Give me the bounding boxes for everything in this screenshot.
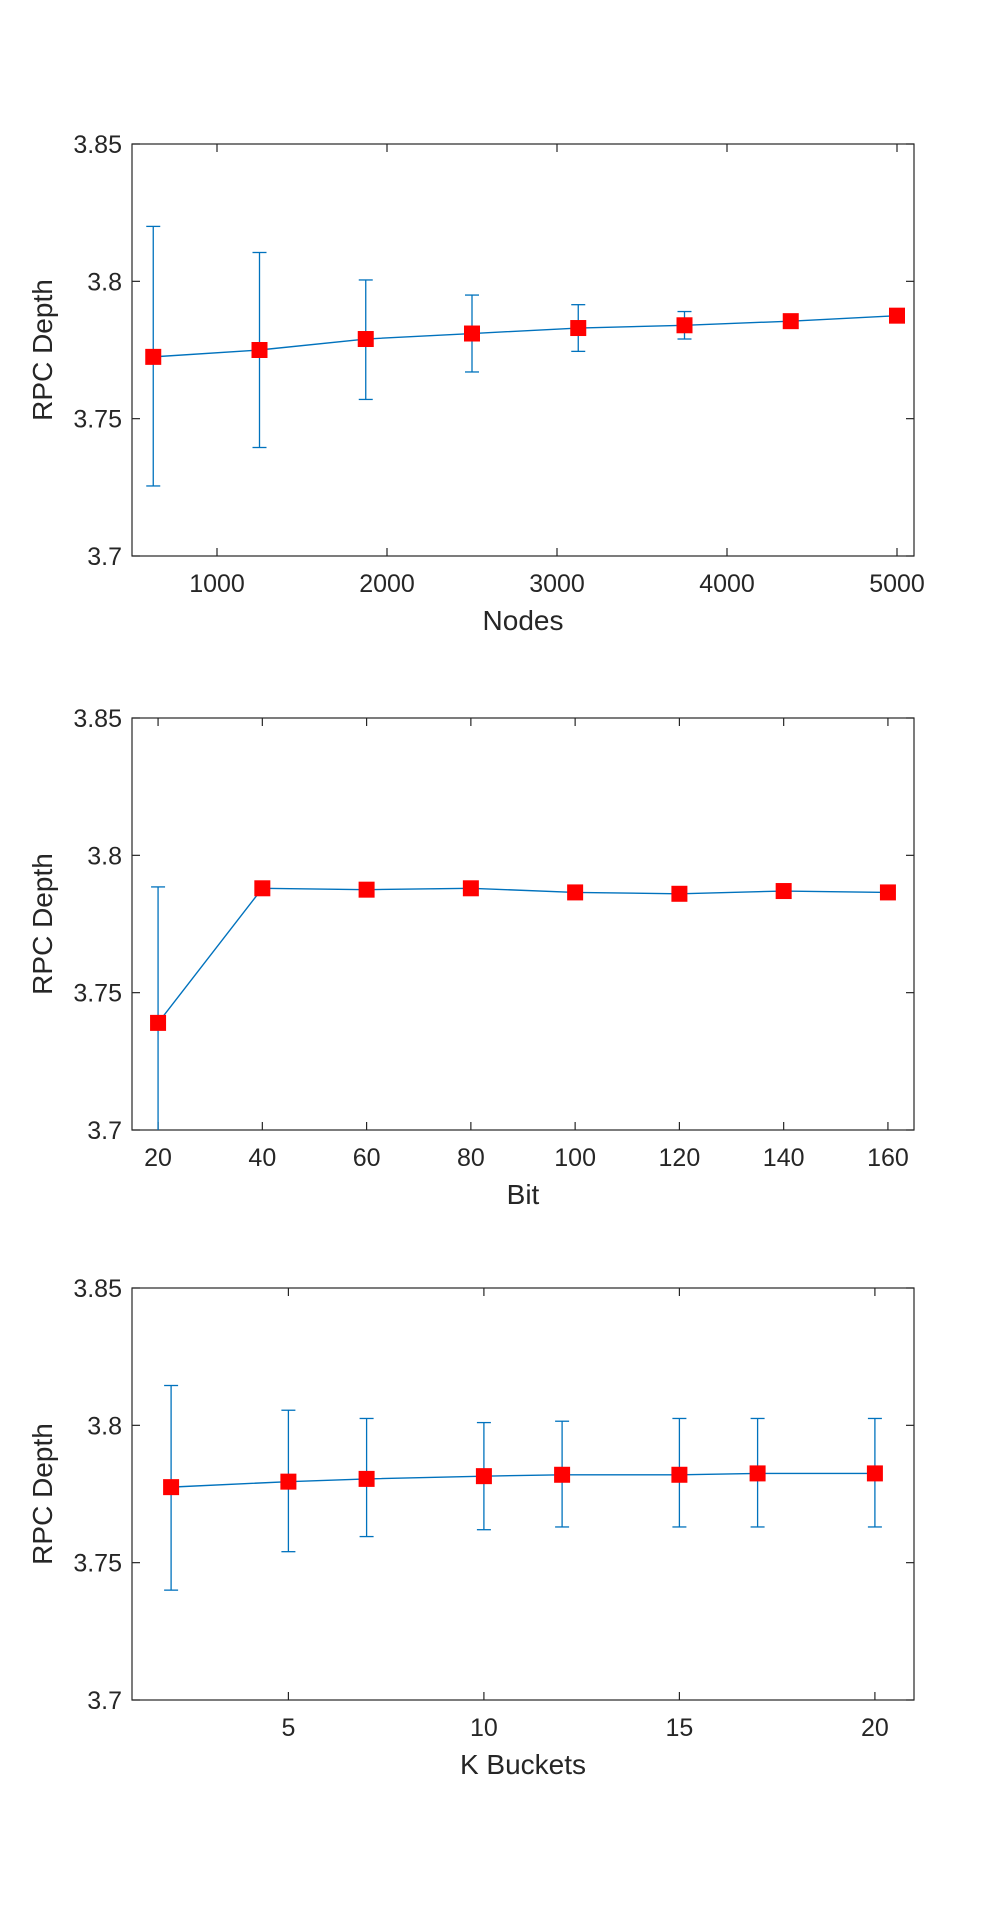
x-tick-label: 15: [665, 1714, 693, 1742]
data-point: [782, 313, 799, 330]
x-tick-label: 60: [353, 1144, 381, 1172]
series-line: [171, 1472, 875, 1488]
plot-area: [131, 1287, 915, 1701]
y-tick-label: 3.8: [87, 1412, 122, 1440]
y-tick-label: 3.8: [87, 268, 122, 296]
x-axis-label: K Buckets: [460, 1749, 586, 1780]
x-tick-label: 3000: [529, 570, 585, 598]
data-point: [671, 885, 688, 902]
y-axis-label: RPC Depth: [27, 853, 58, 995]
y-axis-label: RPC Depth: [27, 1423, 58, 1565]
chart-panel-1: 3.7 3.75 3.8 3.85 1000 2000 3000 4000 5000 Nodes R…: [27, 131, 925, 636]
x-tick-label: 80: [457, 1144, 485, 1172]
data-point: [554, 1466, 571, 1483]
data-point: [464, 325, 480, 342]
x-axis-label: Nodes: [483, 605, 564, 636]
chart-panel-2: 3.7 3.75 3.8 3.85 20 40 60 80 100 120 140 160 Bit RPC…: [27, 705, 915, 1210]
y-tick-label: 3.85: [73, 131, 122, 159]
y-axis-label: RPC Depth: [27, 279, 58, 421]
data-point: [251, 342, 268, 358]
x-tick-label: 40: [248, 1144, 276, 1172]
y-tick-label: 3.75: [73, 980, 122, 1008]
x-tick-label: 5000: [869, 570, 925, 598]
y-tick-label: 3.7: [87, 1117, 122, 1145]
data-point: [150, 1014, 167, 1031]
x-tick-label: 2000: [359, 570, 415, 598]
y-tick-label: 3.85: [73, 705, 122, 733]
y-tick-label: 3.75: [73, 1550, 122, 1578]
data-point: [254, 880, 271, 897]
data-point: [358, 881, 375, 898]
data-point: [879, 884, 896, 901]
x-tick-label: 20: [144, 1144, 172, 1172]
series-line: [153, 314, 898, 358]
y-tick-label: 3.8: [87, 842, 122, 870]
data-point: [145, 348, 162, 365]
data-point: [889, 307, 905, 324]
data-point: [163, 1479, 180, 1496]
x-tick-label: 1000: [189, 570, 245, 598]
x-tick-label: 5: [281, 1714, 295, 1742]
data-point: [567, 884, 584, 901]
data-point: [462, 880, 479, 897]
x-tick-label: 4000: [699, 570, 755, 598]
data-point: [570, 320, 587, 337]
y-tick-label: 3.75: [73, 406, 122, 434]
y-tick-label: 3.7: [87, 543, 122, 571]
data-point: [775, 883, 792, 900]
plot-area: [131, 717, 915, 1131]
data-point: [280, 1473, 297, 1490]
x-axis-label: Bit: [507, 1179, 540, 1210]
y-tick-label: 3.85: [73, 1275, 122, 1303]
x-tick-label: 10: [470, 1714, 498, 1742]
x-tick-label: 140: [763, 1144, 805, 1172]
data-point: [358, 1470, 375, 1487]
data-point: [676, 317, 693, 334]
data-point: [671, 1466, 688, 1483]
data-point: [475, 1468, 492, 1485]
x-tick-label: 100: [554, 1144, 596, 1172]
x-tick-label: 160: [867, 1144, 909, 1172]
x-tick-label: 120: [659, 1144, 701, 1172]
data-point: [357, 331, 374, 348]
x-tick-label: 20: [861, 1714, 889, 1742]
series-line: [157, 887, 888, 1024]
y-tick-label: 3.7: [87, 1687, 122, 1715]
data-point: [749, 1465, 766, 1482]
data-point: [866, 1465, 883, 1482]
chart-panel-3: 3.7 3.75 3.8 3.85 5 10 15 20 K Buckets RPC Depth: [27, 1275, 915, 1780]
